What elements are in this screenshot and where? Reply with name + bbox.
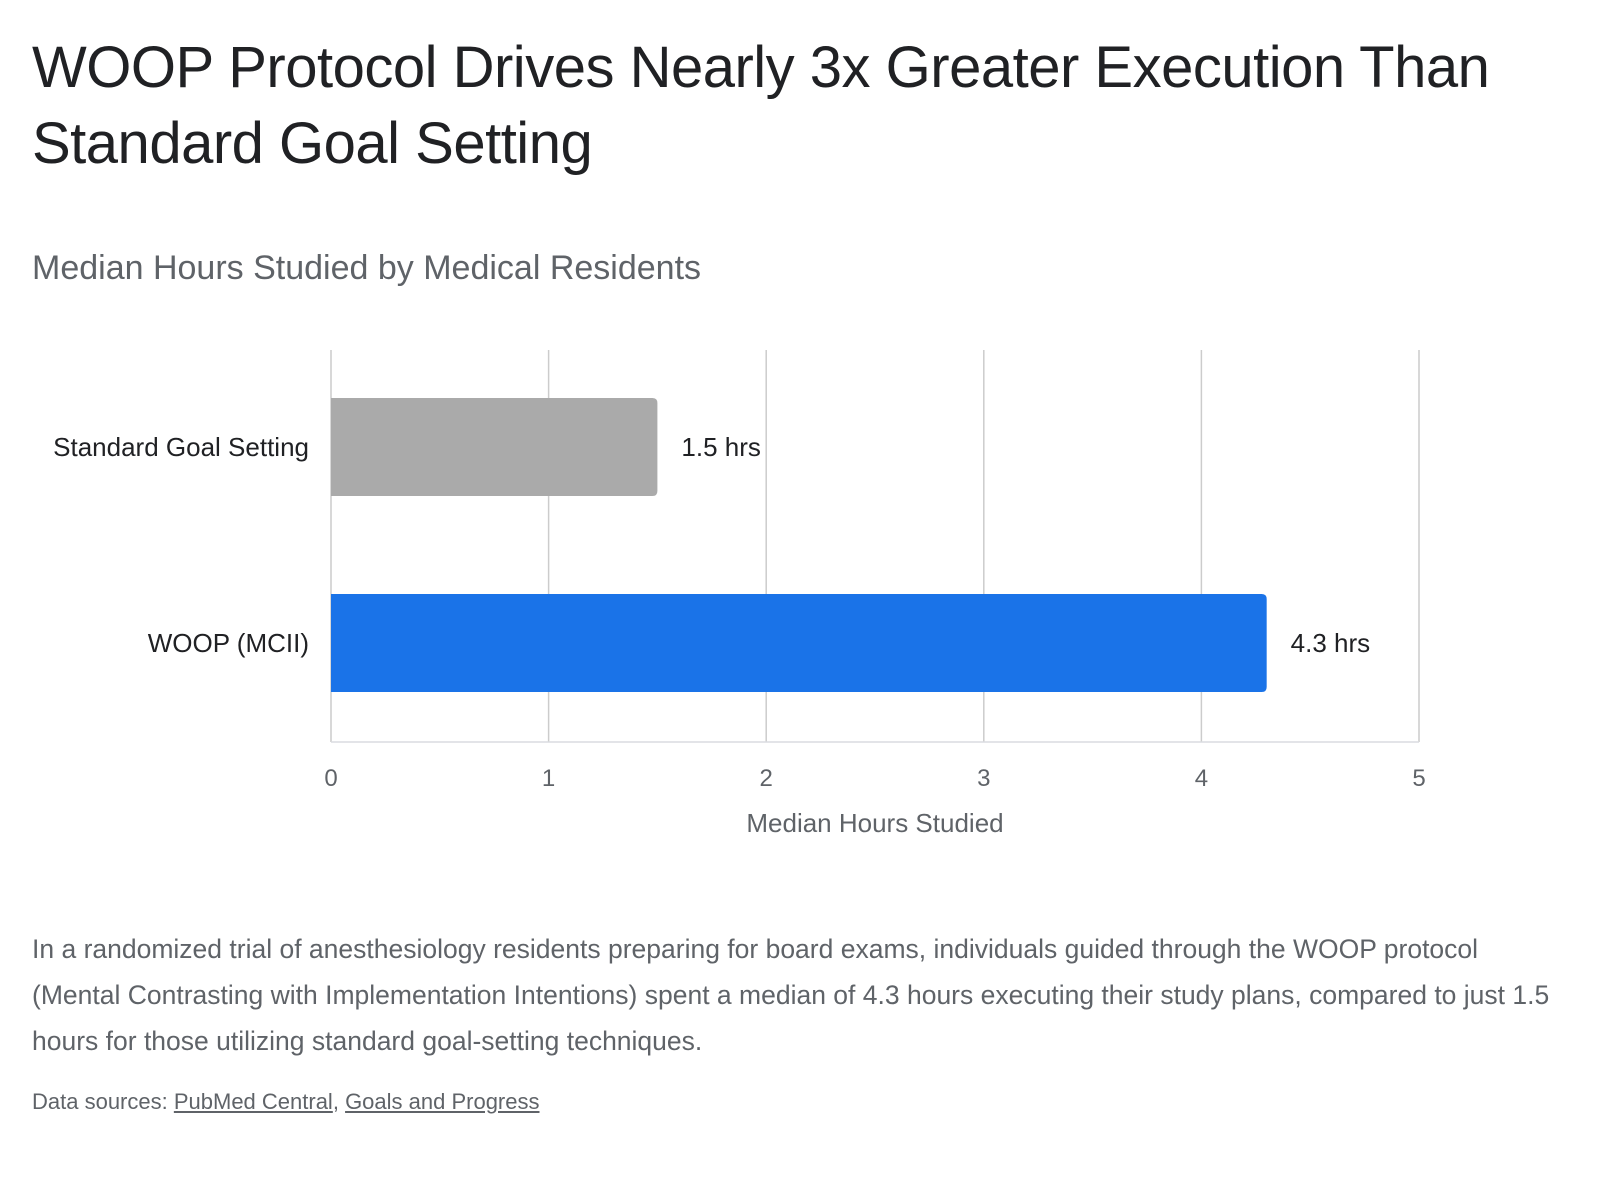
source-link-pubmed-central[interactable]: PubMed Central [173,1089,333,1114]
x-tick-label: 4 [1195,765,1208,792]
chart-subtitle: Median Hours Studied by Medical Resident… [32,249,702,287]
chart-title: WOOP Protocol Drives Nearly 3x Greater E… [32,35,1490,176]
x-tick-label: 3 [977,765,990,792]
data-sources-prefix: Data sources: [32,1089,174,1114]
bar-standard-goal-setting [331,398,658,496]
x-tick-label: 0 [324,765,337,792]
y-category-label: WOOP (MCII) [148,628,309,658]
bar-data-label: 4.3 hrs [1291,628,1371,658]
x-tick-label: 5 [1412,765,1425,792]
bar-woop-mcii [331,594,1267,692]
bar-data-label: 1.5 hrs [681,432,761,462]
data-sources: Data sources: PubMed Central, Goals and … [32,1087,540,1117]
x-tick-label: 2 [760,765,773,792]
source-separator: , [332,1089,346,1114]
x-axis-title: Median Hours Studied [746,808,1003,838]
y-category-label: Standard Goal Setting [53,432,309,462]
source-link-goals-and-progress[interactable]: Goals and Progress [345,1089,540,1114]
x-tick-label: 1 [542,765,555,792]
chart-description: In a randomized trial of anesthesiology … [32,934,1550,1056]
